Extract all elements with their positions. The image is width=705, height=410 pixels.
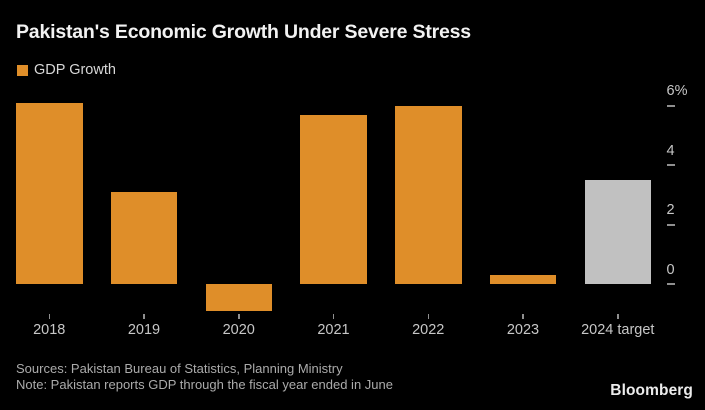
legend: GDP Growth [17,62,116,78]
x-axis-tick [48,313,50,319]
y-axis-label-0: 0 [666,261,675,278]
x-axis-tick [332,313,335,319]
bar-2022 [395,105,462,285]
legend-square-swatch-icon [17,64,28,76]
y-axis-tick [666,223,675,226]
y-axis-label-6pct: 6% [666,83,688,100]
x-axis-label-2021: 2021 [317,322,350,338]
x-axis-label-2023: 2023 [506,322,540,338]
y-axis-tick [666,104,675,107]
x-axis-tick [238,313,240,319]
bar-2019 [110,192,178,285]
y-axis-tick [666,164,675,167]
x-axis-label-2018: 2018 [33,322,66,338]
bloomberg-logo: Bloomberg [610,382,693,399]
sources-line: Sources: Pakistan Bureau of Statistics, … [16,361,343,376]
chart-title: Pakistan's Economic Growth Under Severe … [16,21,471,43]
bar-2021 [300,114,367,285]
x-axis-label-2022: 2022 [412,322,445,338]
x-axis-tick [617,313,619,319]
legend-label: GDP Growth [34,62,116,78]
x-axis-label-2020: 2020 [222,322,255,338]
bar-2023 [489,275,557,285]
bar-2020 [205,284,272,312]
y-axis-label-4: 4 [666,142,675,159]
x-axis-label-2019: 2019 [127,322,161,338]
y-axis-tick [666,283,675,286]
y-axis-label-2: 2 [666,202,675,219]
x-axis-tick [522,313,524,319]
bar-2018 [16,102,83,285]
x-axis-label-2024-target: 2024 target [581,322,655,338]
note-line: Note: Pakistan reports GDP through the f… [16,376,393,392]
x-axis-tick [143,313,145,319]
x-axis-tick [427,313,429,319]
bar-2024-target [584,180,651,285]
source-note-block: Sources: Pakistan Bureau of Statistics, … [16,361,393,392]
